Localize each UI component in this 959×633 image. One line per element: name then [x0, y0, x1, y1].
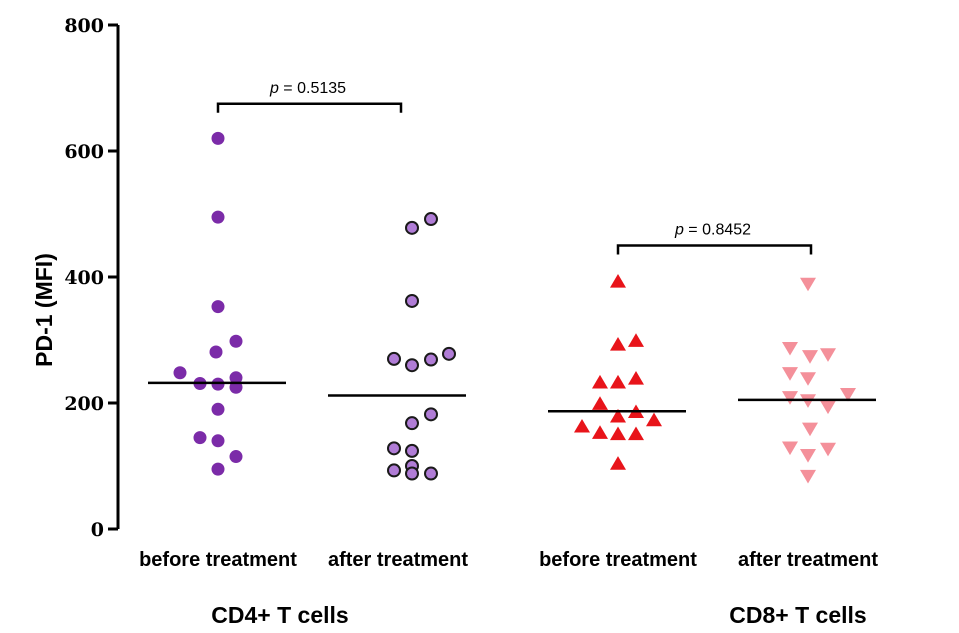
data-point: [424, 466, 438, 481]
data-point: [628, 333, 644, 347]
category-label: after treatment: [328, 549, 468, 571]
data-point: [209, 345, 223, 359]
data-point: [802, 350, 818, 364]
data-point: [405, 466, 419, 481]
data-point: [628, 371, 644, 385]
y-tick-label: 800: [64, 15, 104, 37]
data-point: [211, 402, 225, 416]
data-point: [610, 337, 626, 351]
y-axis-label: PD-1 (MFI): [31, 253, 57, 367]
data-point: [782, 391, 798, 405]
data-point: [387, 463, 401, 478]
p-symbol: p: [269, 80, 279, 97]
data-point: [628, 426, 644, 441]
data-point: [782, 367, 798, 381]
data-point: [800, 372, 816, 386]
median-lines: [148, 381, 876, 413]
data-point: [610, 274, 626, 288]
data-point: [610, 374, 626, 389]
data-point: [610, 426, 626, 441]
data-point: [424, 407, 438, 422]
significance-bracket: [216, 102, 403, 113]
y-tick-label: 400: [64, 267, 104, 289]
data-point: [424, 212, 438, 227]
y-tick-labels: 0 200 400 600 800: [64, 15, 104, 541]
p-value-label: p = 0.5135: [269, 80, 346, 97]
data-point: [646, 412, 662, 427]
data-point: [405, 358, 419, 373]
data-point: [211, 434, 225, 448]
data-point: [229, 450, 243, 464]
data-point: [800, 469, 816, 484]
significance-bracket: [616, 244, 813, 255]
category-label: before treatment: [539, 549, 697, 571]
data-point: [405, 293, 419, 308]
data-point: [424, 352, 438, 367]
p-value: = 0.8452: [684, 222, 751, 239]
data-point: [782, 341, 798, 356]
group-labels: CD4+ T cells CD8+ T cells: [211, 602, 866, 628]
data-point: [405, 220, 419, 235]
data-point: [229, 334, 243, 348]
data-point: [610, 456, 626, 470]
data-point: [840, 387, 856, 402]
data-point: [173, 366, 187, 380]
data-point: [574, 418, 590, 433]
data-point: [211, 210, 225, 224]
group-label: CD4+ T cells: [211, 602, 348, 628]
data-point: [820, 400, 836, 415]
data-point: [592, 425, 608, 439]
data-point: [211, 300, 225, 314]
data-point: [820, 348, 836, 362]
data-points: [173, 131, 856, 484]
category-labels: before treatment after treatment before tr…: [139, 549, 878, 571]
p-value: = 0.5135: [279, 80, 346, 97]
data-point: [193, 431, 207, 445]
data-point: [820, 442, 836, 457]
y-tick-label: 0: [91, 519, 104, 541]
data-point: [782, 441, 798, 456]
data-point: [387, 441, 401, 456]
data-point: [211, 131, 225, 145]
data-point: [610, 408, 626, 423]
p-value-label: p = 0.8452: [674, 222, 751, 239]
data-point: [592, 396, 608, 410]
data-point: [592, 374, 608, 389]
data-point: [800, 449, 816, 463]
data-point: [387, 351, 401, 366]
data-point: [405, 443, 419, 458]
y-axis: [108, 23, 120, 531]
data-point: [211, 462, 225, 476]
p-symbol: p: [674, 222, 684, 239]
category-label: before treatment: [139, 549, 297, 571]
data-point: [802, 422, 818, 437]
group-label: CD8+ T cells: [729, 602, 866, 628]
data-point: [229, 371, 243, 385]
data-point: [800, 277, 816, 292]
data-point: [211, 377, 225, 391]
y-tick-label: 600: [64, 141, 104, 163]
category-label: after treatment: [738, 549, 878, 571]
y-tick-label: 200: [64, 393, 104, 415]
data-point: [405, 416, 419, 431]
data-point: [442, 346, 456, 361]
